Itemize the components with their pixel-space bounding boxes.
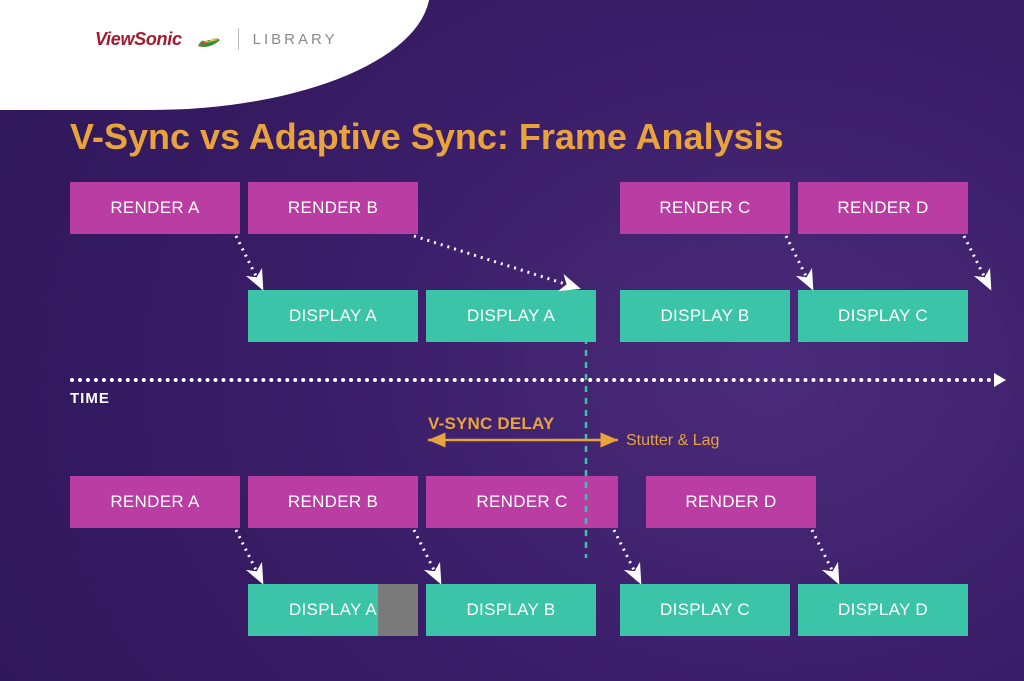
render-box: RENDER B — [248, 476, 418, 528]
time-label: TIME — [70, 390, 110, 407]
render-box: RENDER A — [70, 476, 240, 528]
render-box: RENDER C — [620, 182, 790, 234]
diagram-canvas: RENDER ARENDER BRENDER CRENDER DDISPLAY … — [0, 0, 1024, 681]
display-box: DISPLAY D — [798, 584, 968, 636]
display-box: DISPLAY B — [620, 290, 790, 342]
display-box: DISPLAY C — [798, 290, 968, 342]
render-box: RENDER A — [70, 182, 240, 234]
gray-segment — [378, 584, 418, 636]
render-box: RENDER D — [798, 182, 968, 234]
render-box: RENDER B — [248, 182, 418, 234]
display-box: DISPLAY B — [426, 584, 596, 636]
vsync-delay-label: V-SYNC DELAY — [428, 414, 554, 434]
display-box: DISPLAY A — [426, 290, 596, 342]
render-box: RENDER D — [646, 476, 816, 528]
stutter-label: Stutter & Lag — [626, 432, 719, 450]
render-box: RENDER C — [426, 476, 618, 528]
time-axis — [70, 378, 1000, 382]
display-box: DISPLAY C — [620, 584, 790, 636]
display-box: DISPLAY A — [248, 290, 418, 342]
